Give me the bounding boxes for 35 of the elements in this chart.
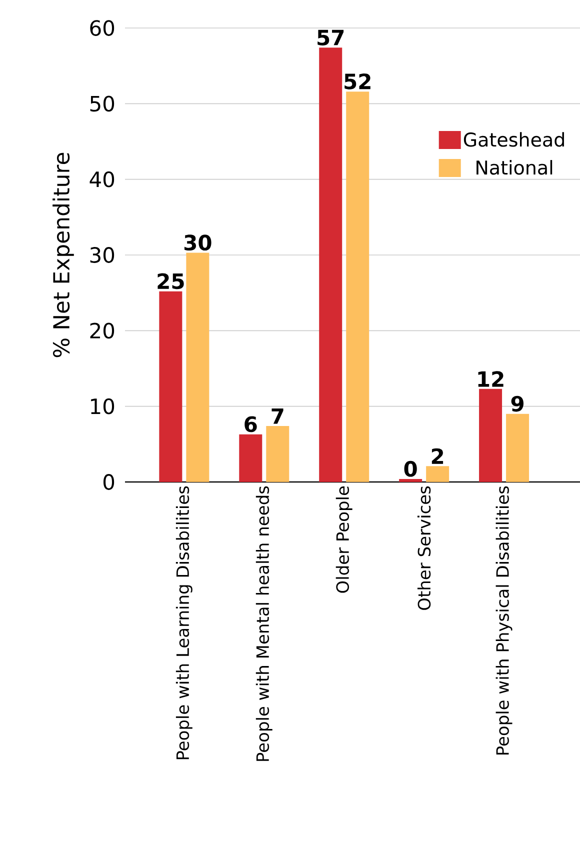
bar xyxy=(399,478,422,482)
data-label: 7 xyxy=(272,408,284,424)
y-axis-title: % Net Expenditure xyxy=(52,152,74,358)
data-label: 30 xyxy=(184,234,212,251)
bar xyxy=(186,252,210,482)
legend-label: Gateshead xyxy=(464,132,564,147)
y-tick-label: 40 xyxy=(90,171,114,188)
bar xyxy=(239,434,262,482)
data-label: 6 xyxy=(244,416,257,432)
x-tick-label: Older People xyxy=(336,486,352,593)
bar xyxy=(346,92,370,482)
legend-label: National xyxy=(476,160,552,175)
y-tick-label: 0 xyxy=(103,474,114,490)
data-label: 12 xyxy=(478,371,504,387)
bar xyxy=(479,388,502,482)
x-tick-label: People with Physical Disabilities xyxy=(496,486,512,755)
data-label: 9 xyxy=(511,396,524,412)
bar xyxy=(426,466,450,482)
data-label: 52 xyxy=(344,73,370,90)
y-tick-label: 10 xyxy=(91,398,114,414)
data-label: 57 xyxy=(318,30,344,46)
y-tick-label: 20 xyxy=(90,322,114,339)
bar xyxy=(159,291,182,482)
y-tick-label: 50 xyxy=(90,96,114,112)
y-tick-label: 30 xyxy=(90,247,114,263)
x-tick-label: Other Services xyxy=(417,486,431,610)
data-label: 0 xyxy=(404,460,417,477)
data-label: 2 xyxy=(432,448,444,464)
x-tick-label: People with Learning Disabilities xyxy=(176,486,192,760)
x-tick-label: People with Mental health needs xyxy=(256,486,272,761)
bar xyxy=(506,414,530,482)
y-tick-label: 60 xyxy=(90,20,114,36)
bar xyxy=(266,426,290,482)
data-label: 25 xyxy=(158,273,184,290)
bar xyxy=(319,48,342,482)
